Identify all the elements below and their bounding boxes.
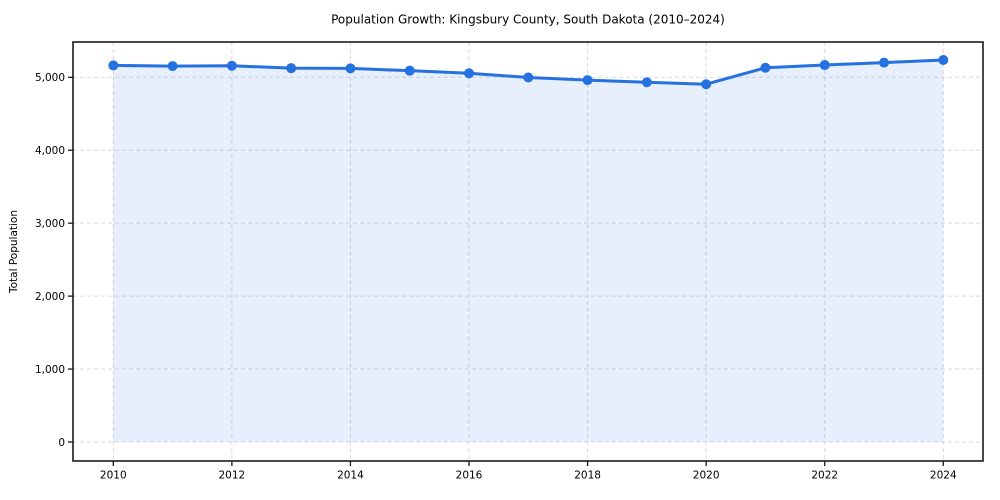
data-point [286, 63, 297, 74]
data-point [701, 79, 712, 90]
y-tick-label: 5,000 [35, 72, 65, 84]
data-point [819, 60, 830, 71]
area-fill [113, 59, 944, 443]
plot-border [72, 41, 984, 462]
data-point [523, 72, 534, 83]
data-point [464, 68, 475, 79]
x-tick-label: 2012 [219, 470, 246, 482]
data-point [760, 62, 771, 73]
x-tick-label: 2024 [930, 470, 957, 482]
chart-title: Population Growth: Kingsbury County, Sou… [331, 13, 725, 27]
data-point [582, 75, 593, 86]
data-point [938, 54, 949, 65]
y-tick-label: 2,000 [35, 291, 65, 303]
x-tick-label: 2010 [100, 470, 127, 482]
y-axis-label: Total Population [8, 210, 20, 294]
data-point [226, 60, 237, 71]
x-tick-label: 2022 [811, 470, 838, 482]
chart-layers: 0 1,000 2,000 3,000 4,000 5,000 2010 2012 2014 20… [35, 41, 984, 482]
y-tick-label: 4,000 [35, 145, 65, 157]
y-tick-label: 3,000 [35, 218, 65, 230]
x-tick-label: 2014 [337, 470, 364, 482]
data-point [641, 77, 652, 88]
data-point [345, 63, 356, 74]
plot-area-background [73, 42, 983, 461]
data-point [167, 61, 178, 72]
y-tick-label: 0 [58, 437, 65, 449]
data-point [108, 60, 119, 71]
x-tick-label: 2016 [456, 470, 483, 482]
data-point [879, 57, 890, 68]
x-tick-label: 2018 [574, 470, 601, 482]
x-tick-label: 2020 [693, 470, 720, 482]
y-tick-label: 1,000 [35, 364, 65, 376]
data-point [404, 65, 415, 76]
